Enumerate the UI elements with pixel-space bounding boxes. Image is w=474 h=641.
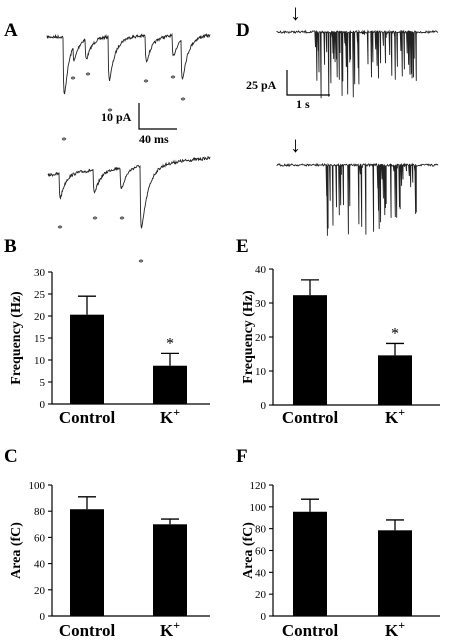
chart-c: 0 20 40 60 80 100 Area (fC) Control K+ bbox=[9, 480, 210, 640]
event-marker-a-9: * bbox=[119, 214, 125, 226]
scale-label-d-time: 1 s bbox=[296, 97, 310, 111]
bar-e-0 bbox=[293, 295, 327, 405]
panel-letter-a: A bbox=[4, 20, 18, 41]
ytick-label-b-0: 0 bbox=[40, 399, 46, 411]
event-marker-a-6: * bbox=[180, 95, 186, 107]
ylabel-c: Area (fC) bbox=[9, 522, 24, 579]
ytick-label-b-1: 5 bbox=[40, 377, 46, 389]
ylabel-b: Frequency (Hz) bbox=[9, 291, 24, 385]
panel-letter-c: C bbox=[4, 446, 18, 467]
ylabel-f: Area (fC) bbox=[241, 522, 256, 579]
scale-label-d-amplitude: 25 pA bbox=[246, 78, 277, 92]
category-label-c-0: Control bbox=[59, 621, 116, 640]
stimulus-arrow-icon-top: ↓ bbox=[290, 0, 301, 25]
bar-e-1 bbox=[378, 355, 412, 405]
chart-f: 0 20 40 60 80 100 120 Area (fC) Control K+ bbox=[241, 480, 440, 640]
bar-f-1 bbox=[378, 530, 412, 616]
category-label-e-0: Control bbox=[282, 408, 339, 427]
ytick-label-b-3: 15 bbox=[34, 333, 46, 345]
bar-c-1 bbox=[153, 524, 187, 616]
scale-bar-d bbox=[286, 70, 330, 96]
ytick-label-c-0: 0 bbox=[40, 611, 46, 623]
event-marker-a-0: * bbox=[61, 135, 67, 147]
event-marker-a-4: * bbox=[143, 77, 149, 89]
ytick-label-b-6: 30 bbox=[34, 267, 46, 279]
trace-a-top bbox=[46, 32, 211, 95]
bar-c-0 bbox=[70, 509, 104, 616]
ytick-label-c-1: 20 bbox=[34, 585, 46, 597]
chart-b: 0 5 10 15 20 25 30 Frequency (Hz) Control * K+ bbox=[9, 267, 210, 427]
event-markers-a: * * * * * * * * * * * bbox=[57, 70, 186, 269]
bar-b-1 bbox=[153, 365, 187, 404]
ytick-label-e-4: 40 bbox=[255, 264, 267, 276]
ytick-label-c-2: 40 bbox=[34, 559, 46, 571]
scale-bar-a bbox=[138, 103, 177, 130]
trace-d-bottom bbox=[276, 162, 439, 236]
panel-d-traces: ↓ ↓ 25 pA 1 s bbox=[246, 0, 439, 236]
category-label-e-1: K+ bbox=[385, 405, 405, 427]
ytick-label-c-4: 80 bbox=[34, 506, 46, 518]
ytick-label-f-1: 20 bbox=[255, 589, 267, 601]
significance-b-1: * bbox=[166, 335, 174, 352]
event-marker-a-5: * bbox=[170, 73, 176, 85]
ytick-label-f-3: 60 bbox=[255, 546, 267, 558]
ytick-label-f-2: 40 bbox=[255, 567, 267, 579]
ytick-label-b-5: 25 bbox=[34, 289, 46, 301]
event-marker-a-10: * bbox=[138, 257, 144, 269]
trace-d-top bbox=[276, 29, 439, 99]
category-label-f-0: Control bbox=[282, 621, 339, 640]
panel-a-traces: * * * * * * * * * * * 10 pA 40 ms bbox=[46, 32, 211, 269]
scale-label-a-amplitude: 10 pA bbox=[101, 110, 132, 124]
scale-label-a-time: 40 ms bbox=[139, 132, 169, 146]
event-marker-a-3: * bbox=[107, 106, 113, 118]
ytick-label-f-6: 120 bbox=[250, 480, 267, 492]
ylabel-e: Frequency (Hz) bbox=[241, 290, 256, 384]
ytick-label-c-5: 100 bbox=[29, 480, 46, 492]
ytick-label-b-4: 20 bbox=[34, 311, 46, 323]
category-label-b-1: K+ bbox=[160, 405, 180, 427]
bar-f-0 bbox=[293, 511, 327, 616]
panel-letter-e: E bbox=[236, 236, 249, 257]
trace-a-bottom bbox=[47, 155, 211, 229]
panel-letter-f: F bbox=[236, 446, 248, 467]
stimulus-arrow-icon-bottom: ↓ bbox=[290, 132, 301, 157]
ytick-label-f-0: 0 bbox=[261, 611, 267, 623]
category-label-b-0: Control bbox=[59, 408, 116, 427]
bar-b-0 bbox=[70, 314, 104, 404]
ytick-label-f-5: 100 bbox=[250, 502, 267, 514]
ytick-label-e-2: 20 bbox=[255, 332, 267, 344]
significance-e-1: * bbox=[391, 325, 399, 342]
event-marker-a-7: * bbox=[57, 223, 63, 235]
chart-e: 0 10 20 30 40 Frequency (Hz) Control * K+ bbox=[241, 264, 440, 427]
event-marker-a-1: * bbox=[70, 74, 76, 86]
category-label-f-1: K+ bbox=[385, 618, 405, 640]
ytick-label-e-1: 10 bbox=[255, 366, 267, 378]
category-label-c-1: K+ bbox=[160, 618, 180, 640]
ytick-label-f-4: 80 bbox=[255, 524, 267, 536]
panel-letter-b: B bbox=[4, 236, 17, 257]
ytick-label-e-0: 0 bbox=[261, 400, 267, 412]
ytick-label-e-3: 30 bbox=[255, 298, 267, 310]
ytick-label-c-3: 60 bbox=[34, 532, 46, 544]
event-marker-a-8: * bbox=[92, 214, 98, 226]
panel-letter-d: D bbox=[236, 20, 250, 41]
event-marker-a-2: * bbox=[85, 70, 91, 82]
ytick-label-b-2: 10 bbox=[34, 355, 46, 367]
